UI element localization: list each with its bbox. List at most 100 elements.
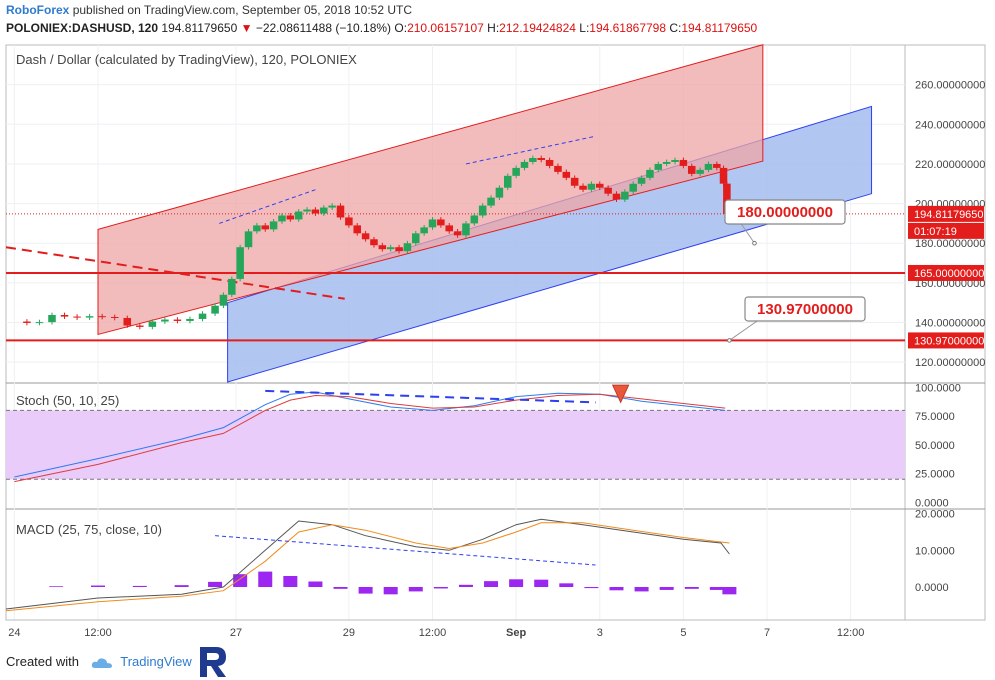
macd-histogram-bar xyxy=(208,581,223,587)
macd-histogram-bar xyxy=(233,574,248,587)
candle-body xyxy=(637,177,646,184)
macd-histogram-bar xyxy=(308,581,323,587)
macd-histogram-bar xyxy=(559,583,574,587)
level-130-97-axis-text: 130.97000000 xyxy=(914,335,984,347)
change-value: −22.08611488 (−10.18%) xyxy=(255,21,392,35)
footer: Created with TradingView xyxy=(6,654,192,669)
candle-body xyxy=(336,205,345,218)
macd-histogram-bar xyxy=(534,579,549,587)
candle-body xyxy=(487,197,495,206)
brand-name[interactable]: RoboForex xyxy=(6,3,70,17)
candle-body xyxy=(646,169,654,178)
open-value: 210.06157107 xyxy=(407,21,484,35)
macd-histogram-bar xyxy=(709,587,724,590)
candle-body xyxy=(353,225,362,234)
candle-body xyxy=(445,225,453,232)
stoch-tick-label-1: 75.0000 xyxy=(915,411,955,423)
candle-body xyxy=(186,318,194,321)
candle-body xyxy=(294,211,303,220)
candle-body xyxy=(253,225,261,232)
candle-body xyxy=(696,169,704,174)
price-tick-label-4: 180.00000000 xyxy=(915,238,985,250)
tradingview-link[interactable]: TradingView xyxy=(120,654,192,669)
created-with-label: Created with xyxy=(6,654,79,669)
time-tick-label-1: 12:00 xyxy=(84,627,112,639)
macd-histogram-bar xyxy=(684,587,699,589)
candle-body xyxy=(587,183,596,190)
candle-body xyxy=(320,207,328,214)
candle-body xyxy=(173,319,182,321)
candle-body xyxy=(595,183,604,188)
stoch-band-fill xyxy=(6,410,905,480)
candle-body xyxy=(671,159,679,162)
time-tick-label-5: Sep xyxy=(506,627,526,639)
macd-histogram-bar xyxy=(333,587,348,589)
candle-body xyxy=(612,193,621,200)
time-tick-label-9: 12:00 xyxy=(837,627,865,639)
candle-body xyxy=(478,205,487,216)
ohlc-header: POLONIEX:DASHUSD, 120 194.81179650 ▼ −22… xyxy=(6,21,757,35)
candle-body xyxy=(629,183,637,192)
candle-body xyxy=(579,185,587,190)
macd-histogram-bar xyxy=(49,586,64,587)
macd-tick-label-1: 10.0000 xyxy=(915,545,955,557)
macd-histogram-bar xyxy=(484,581,499,587)
close-value: 194.81179650 xyxy=(681,21,758,35)
callout-pointer-180 xyxy=(739,221,755,244)
candle-body xyxy=(529,157,537,162)
callout-label-130-97: 130.97000000 xyxy=(757,301,853,318)
last-price-axis-text: 194.81179650 xyxy=(914,209,984,221)
price-tick-label-1: 240.00000000 xyxy=(915,119,985,131)
candle-body xyxy=(110,316,119,318)
time-tick-label-6: 3 xyxy=(597,627,603,639)
blue-dashed-trend-right xyxy=(465,135,596,165)
candle-body xyxy=(303,209,311,212)
blue-channel-fill xyxy=(227,105,873,383)
macd-line xyxy=(5,518,730,610)
high-value: 212.19424824 xyxy=(499,21,576,35)
publish-header: RoboForex published on TradingView.com, … xyxy=(6,3,412,17)
stoch-tick-label-4: 0.0000 xyxy=(915,497,949,509)
candle-body xyxy=(261,225,270,230)
macd-tick-label-2: 0.0000 xyxy=(915,582,949,594)
macd-histogram-bar xyxy=(408,587,423,592)
candle-body xyxy=(136,325,144,327)
macd-tick-label-0: 20.0000 xyxy=(915,509,955,521)
time-tick-label-0: 24 xyxy=(8,627,20,639)
candle-body xyxy=(48,314,56,323)
stoch-dashed-trend xyxy=(265,389,596,404)
stoch-line-1 xyxy=(14,393,726,483)
macd-histogram-bar xyxy=(722,587,737,595)
open-label: O: xyxy=(394,21,408,35)
time-tick-label-4: 12:00 xyxy=(419,627,447,639)
callout-anchor-130-97 xyxy=(727,338,732,343)
callout-box-130-97 xyxy=(744,296,866,322)
chart-canvas[interactable]: Dash / Dollar (calculated by TradingView… xyxy=(0,40,995,645)
candle-body xyxy=(98,316,106,318)
countdown-axis-text: 01:07:19 xyxy=(914,226,957,238)
candle-body xyxy=(570,177,579,186)
callout-pointer-130-97 xyxy=(729,318,761,341)
candle-body xyxy=(23,321,31,323)
callout-label-180: 180.00000000 xyxy=(737,204,833,221)
macd-histogram-bar xyxy=(433,587,448,589)
candle-body xyxy=(378,245,387,250)
macd-histogram-bar xyxy=(132,585,147,587)
level-165-axis-box xyxy=(908,264,984,281)
macd-title: MACD (25, 75, close, 10) xyxy=(16,522,162,537)
candle-body xyxy=(512,167,520,176)
candle-body xyxy=(453,231,462,236)
macd-histogram-bar xyxy=(634,587,649,592)
candle-body xyxy=(198,313,207,319)
candle-body xyxy=(123,317,132,326)
high-label: H: xyxy=(487,21,500,35)
price-tick-label-0: 260.00000000 xyxy=(915,80,985,92)
price-tick-label-7: 120.00000000 xyxy=(915,357,985,369)
blue-dashed-trend-left xyxy=(219,189,316,224)
candle-body xyxy=(403,243,412,252)
candle-body xyxy=(219,294,228,306)
candle-body xyxy=(211,305,219,314)
candle-body xyxy=(386,247,395,250)
stoch-tick-label-0: 100.0000 xyxy=(915,382,961,394)
time-tick-label-3: 29 xyxy=(343,627,355,639)
